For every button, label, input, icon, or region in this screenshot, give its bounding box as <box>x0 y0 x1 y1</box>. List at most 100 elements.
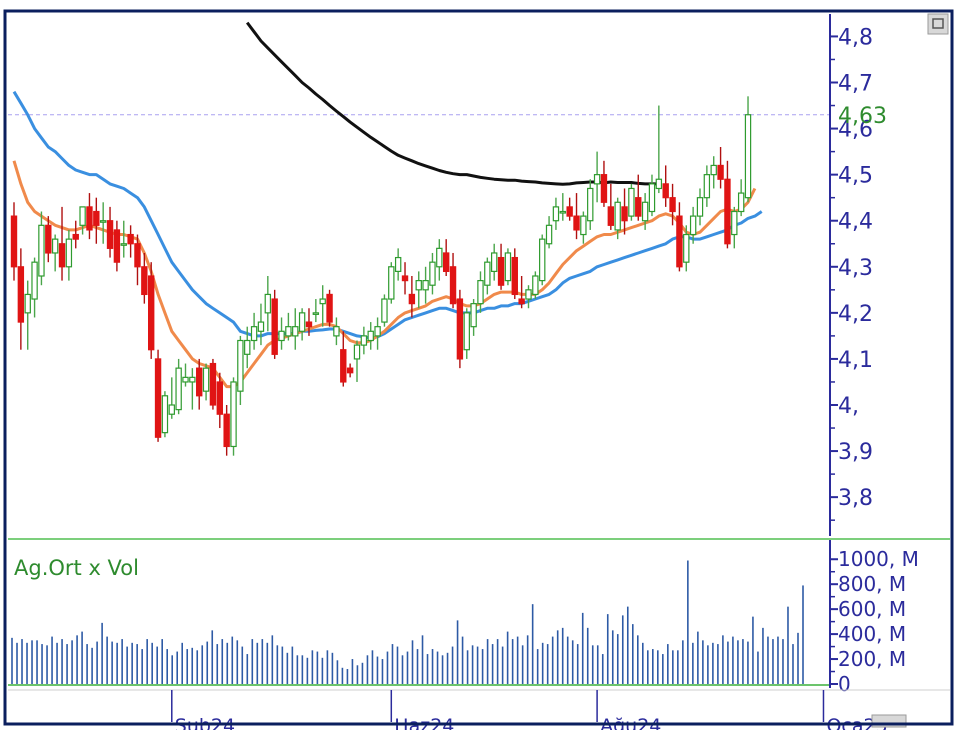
candle <box>415 271 422 309</box>
candle-body <box>154 358 162 438</box>
candle-body <box>497 256 505 286</box>
candle-body <box>614 201 621 231</box>
candle <box>566 197 573 221</box>
candle <box>607 183 615 230</box>
candle <box>628 183 635 221</box>
candle <box>148 262 155 359</box>
candle <box>381 294 388 327</box>
candle <box>655 105 663 194</box>
candle-body <box>367 330 374 342</box>
candle-body <box>340 349 347 383</box>
candle <box>333 317 340 346</box>
candle-body <box>175 367 182 411</box>
candle <box>106 206 114 258</box>
candle <box>340 331 347 387</box>
price-tick-label: 4,3 <box>838 256 873 281</box>
candle-body <box>429 261 436 286</box>
candle-body <box>216 381 223 415</box>
candle <box>600 160 608 207</box>
candle <box>525 285 532 309</box>
candle <box>539 234 546 286</box>
candle <box>689 206 697 244</box>
candle-body <box>593 174 601 185</box>
candle-body <box>292 326 299 337</box>
candle-body <box>394 256 402 272</box>
candle <box>580 211 587 244</box>
candle <box>51 234 59 272</box>
candle-body <box>731 210 738 236</box>
candles <box>10 96 752 456</box>
candle-body <box>635 197 642 217</box>
candle-body <box>504 252 512 282</box>
candle <box>470 299 477 336</box>
candle <box>724 160 731 249</box>
candle-body <box>257 321 265 332</box>
candle-body <box>689 215 697 236</box>
volume-tick-label: 1000, M <box>838 547 919 571</box>
candle <box>223 405 230 456</box>
candle-body <box>45 224 52 254</box>
candle-body <box>641 201 649 222</box>
candle <box>250 312 258 350</box>
price-tick-label: 4,6 <box>838 118 873 143</box>
candle <box>559 193 567 221</box>
candle <box>737 179 745 217</box>
candle-body <box>744 114 752 199</box>
candle <box>298 308 306 341</box>
candle-body <box>477 280 484 305</box>
candle-body <box>621 206 628 222</box>
candle-body <box>58 243 66 268</box>
candle <box>168 377 175 419</box>
candle <box>72 220 79 249</box>
candle-body <box>408 293 416 305</box>
candle-body <box>230 381 237 448</box>
candle <box>641 193 649 230</box>
candle <box>367 322 374 350</box>
candle <box>65 229 73 281</box>
candle-body <box>491 252 498 272</box>
candle <box>161 391 169 438</box>
candle <box>518 276 525 309</box>
volume-bars <box>11 560 804 684</box>
candle-body <box>573 215 580 231</box>
candle-body <box>703 174 711 199</box>
candle-body <box>168 404 175 415</box>
candle <box>593 151 601 203</box>
candle <box>449 252 457 309</box>
candle <box>360 326 368 355</box>
candle <box>491 243 498 281</box>
candle-body <box>127 233 134 245</box>
candle <box>175 358 182 415</box>
candle <box>182 363 189 387</box>
candle-body <box>525 289 532 300</box>
candle-body <box>422 280 429 291</box>
candle <box>326 289 333 327</box>
candle <box>573 193 580 240</box>
candle <box>10 202 18 281</box>
candle-body <box>552 206 560 222</box>
candle <box>717 147 724 189</box>
candle <box>394 248 402 281</box>
candle <box>209 358 217 410</box>
candle-body <box>264 293 272 314</box>
candle-body <box>31 261 38 300</box>
candle-body <box>463 312 470 351</box>
candle-body <box>72 233 79 240</box>
scroll-corner-icon[interactable] <box>927 13 949 35</box>
candle-body <box>388 266 395 300</box>
chart-frame <box>3 9 954 726</box>
candle-body <box>285 326 292 337</box>
candle-body <box>401 275 409 282</box>
candle-body <box>676 215 683 268</box>
candle <box>401 262 409 295</box>
candle-body <box>209 362 217 406</box>
candle-body <box>141 266 148 296</box>
candle <box>45 216 52 263</box>
candle <box>552 197 560 230</box>
candle-body <box>250 326 258 342</box>
candle <box>703 165 711 207</box>
price-tick-label: 4,2 <box>838 302 873 327</box>
candle <box>113 220 121 272</box>
candle-body <box>79 206 86 226</box>
